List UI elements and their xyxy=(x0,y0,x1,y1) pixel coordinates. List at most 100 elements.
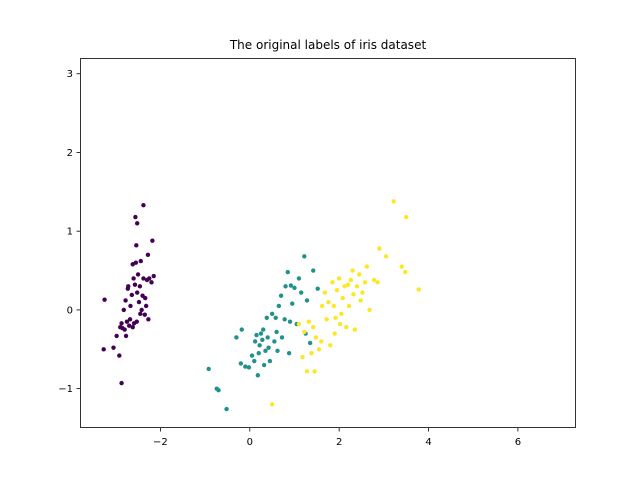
data-point-series-0-30 xyxy=(138,311,143,317)
data-point-series-1-34 xyxy=(283,284,288,289)
data-point-series-0-40 xyxy=(146,317,151,322)
data-point-series-2-21 xyxy=(340,295,345,301)
data-point-series-1-46 xyxy=(307,340,313,346)
data-point-series-1-38 xyxy=(290,301,295,306)
data-point-series-2-18 xyxy=(334,288,340,293)
data-point-series-2-44 xyxy=(345,282,351,287)
data-point-series-2-20 xyxy=(337,321,343,327)
data-point-series-2-36 xyxy=(375,280,380,285)
data-point-series-0-45 xyxy=(135,221,140,226)
data-point-series-2-4 xyxy=(304,369,310,374)
data-point-series-2-28 xyxy=(354,284,360,289)
data-point-series-2-42 xyxy=(404,214,409,220)
data-point-series-1-45 xyxy=(304,298,310,303)
data-point-series-1-0 xyxy=(206,366,211,372)
data-point-series-1-29 xyxy=(275,348,280,354)
data-point-series-2-46 xyxy=(332,331,337,336)
data-point-series-0-31 xyxy=(138,258,143,264)
data-point-series-2-49 xyxy=(339,311,344,317)
data-point-series-1-27 xyxy=(273,315,278,320)
data-point-series-1-43 xyxy=(302,254,307,259)
data-point-series-2-0 xyxy=(269,402,275,407)
y-axis-ticks: −1 0 1 2 3 xyxy=(58,69,80,395)
data-point-series-1-14 xyxy=(256,351,261,356)
data-point-series-1-39 xyxy=(292,285,297,291)
data-point-series-0-27 xyxy=(135,272,141,277)
data-point-series-2-13 xyxy=(326,299,331,305)
data-point-series-0-9 xyxy=(121,307,126,313)
x-tick-label: 0 xyxy=(247,437,253,448)
data-point-series-1-7 xyxy=(243,364,248,369)
data-point-series-1-33 xyxy=(282,317,287,322)
data-point-series-2-22 xyxy=(342,284,347,289)
data-point-series-0-13 xyxy=(124,319,130,324)
data-point-series-1-42 xyxy=(298,290,304,295)
data-point-series-1-35 xyxy=(285,269,290,275)
data-point-series-1-11 xyxy=(252,339,258,344)
x-tick-label: 2 xyxy=(336,437,342,448)
data-point-series-0-26 xyxy=(135,290,140,295)
data-point-series-1-22 xyxy=(265,335,270,340)
data-point-series-0-5 xyxy=(117,353,122,358)
data-point-series-0-39 xyxy=(145,252,151,258)
data-point-series-2-37 xyxy=(377,246,382,251)
data-point-series-0-3 xyxy=(114,333,119,339)
data-point-series-1-4 xyxy=(234,335,239,340)
x-tick-label: 4 xyxy=(425,437,431,448)
data-point-series-0-24 xyxy=(134,243,139,248)
data-point-series-0-41 xyxy=(147,276,152,281)
data-point-series-0-42 xyxy=(149,280,154,285)
data-point-series-2-1 xyxy=(296,321,302,327)
data-point-series-1-20 xyxy=(263,348,268,354)
data-point-series-1-12 xyxy=(254,332,259,338)
data-point-series-2-5 xyxy=(306,319,311,324)
data-point-series-1-6 xyxy=(239,327,244,332)
data-point-series-1-19 xyxy=(261,362,267,368)
data-point-series-0-2 xyxy=(111,345,116,350)
data-point-series-2-45 xyxy=(312,369,317,374)
data-point-series-1-28 xyxy=(274,329,279,335)
data-point-series-0-32 xyxy=(139,307,144,313)
data-point-series-2-11 xyxy=(322,290,328,295)
data-point-series-2-25 xyxy=(348,277,353,283)
data-point-series-1-17 xyxy=(260,337,265,343)
data-point-series-0-28 xyxy=(136,299,142,305)
data-point-series-0-43 xyxy=(150,238,155,243)
data-point-series-1-10 xyxy=(252,358,257,364)
data-point-series-0-1 xyxy=(101,347,106,352)
data-point-series-2-30 xyxy=(358,298,363,303)
data-point-series-0-15 xyxy=(126,323,132,328)
data-point-series-2-7 xyxy=(311,325,316,330)
data-point-series-1-23 xyxy=(266,345,271,350)
data-point-series-2-17 xyxy=(333,315,338,320)
x-axis-ticks: −2 0 2 4 6 xyxy=(153,428,521,448)
axes-layer xyxy=(80,58,576,428)
plot-frame xyxy=(80,58,576,428)
data-point-series-1-32 xyxy=(279,335,285,340)
data-point-series-2-34 xyxy=(367,307,372,313)
data-point-series-1-48 xyxy=(315,286,320,291)
y-tick-label: 3 xyxy=(67,69,73,80)
data-point-series-1-21 xyxy=(264,315,269,320)
data-point-series-2-16 xyxy=(331,303,337,309)
data-point-series-0-29 xyxy=(137,284,143,289)
data-point-series-0-16 xyxy=(127,317,133,322)
data-point-series-2-23 xyxy=(344,325,349,330)
data-point-series-1-25 xyxy=(269,311,275,317)
data-point-series-1-41 xyxy=(296,276,302,281)
data-point-series-2-27 xyxy=(352,327,358,332)
data-point-series-2-29 xyxy=(357,272,362,277)
data-point-series-0-46 xyxy=(141,203,146,208)
data-point-series-1-13 xyxy=(255,373,261,378)
data-point-series-2-38 xyxy=(383,254,389,259)
y-tick-label: 0 xyxy=(67,305,73,316)
data-point-series-1-16 xyxy=(258,331,264,336)
data-point-series-2-14 xyxy=(328,343,333,348)
data-point-series-2-10 xyxy=(319,339,324,344)
data-point-series-0-35 xyxy=(142,312,147,317)
data-point-series-1-5 xyxy=(238,361,244,366)
data-point-series-0-0 xyxy=(102,297,107,302)
y-tick-label: 1 xyxy=(67,227,73,238)
data-point-series-0-12 xyxy=(123,333,129,339)
